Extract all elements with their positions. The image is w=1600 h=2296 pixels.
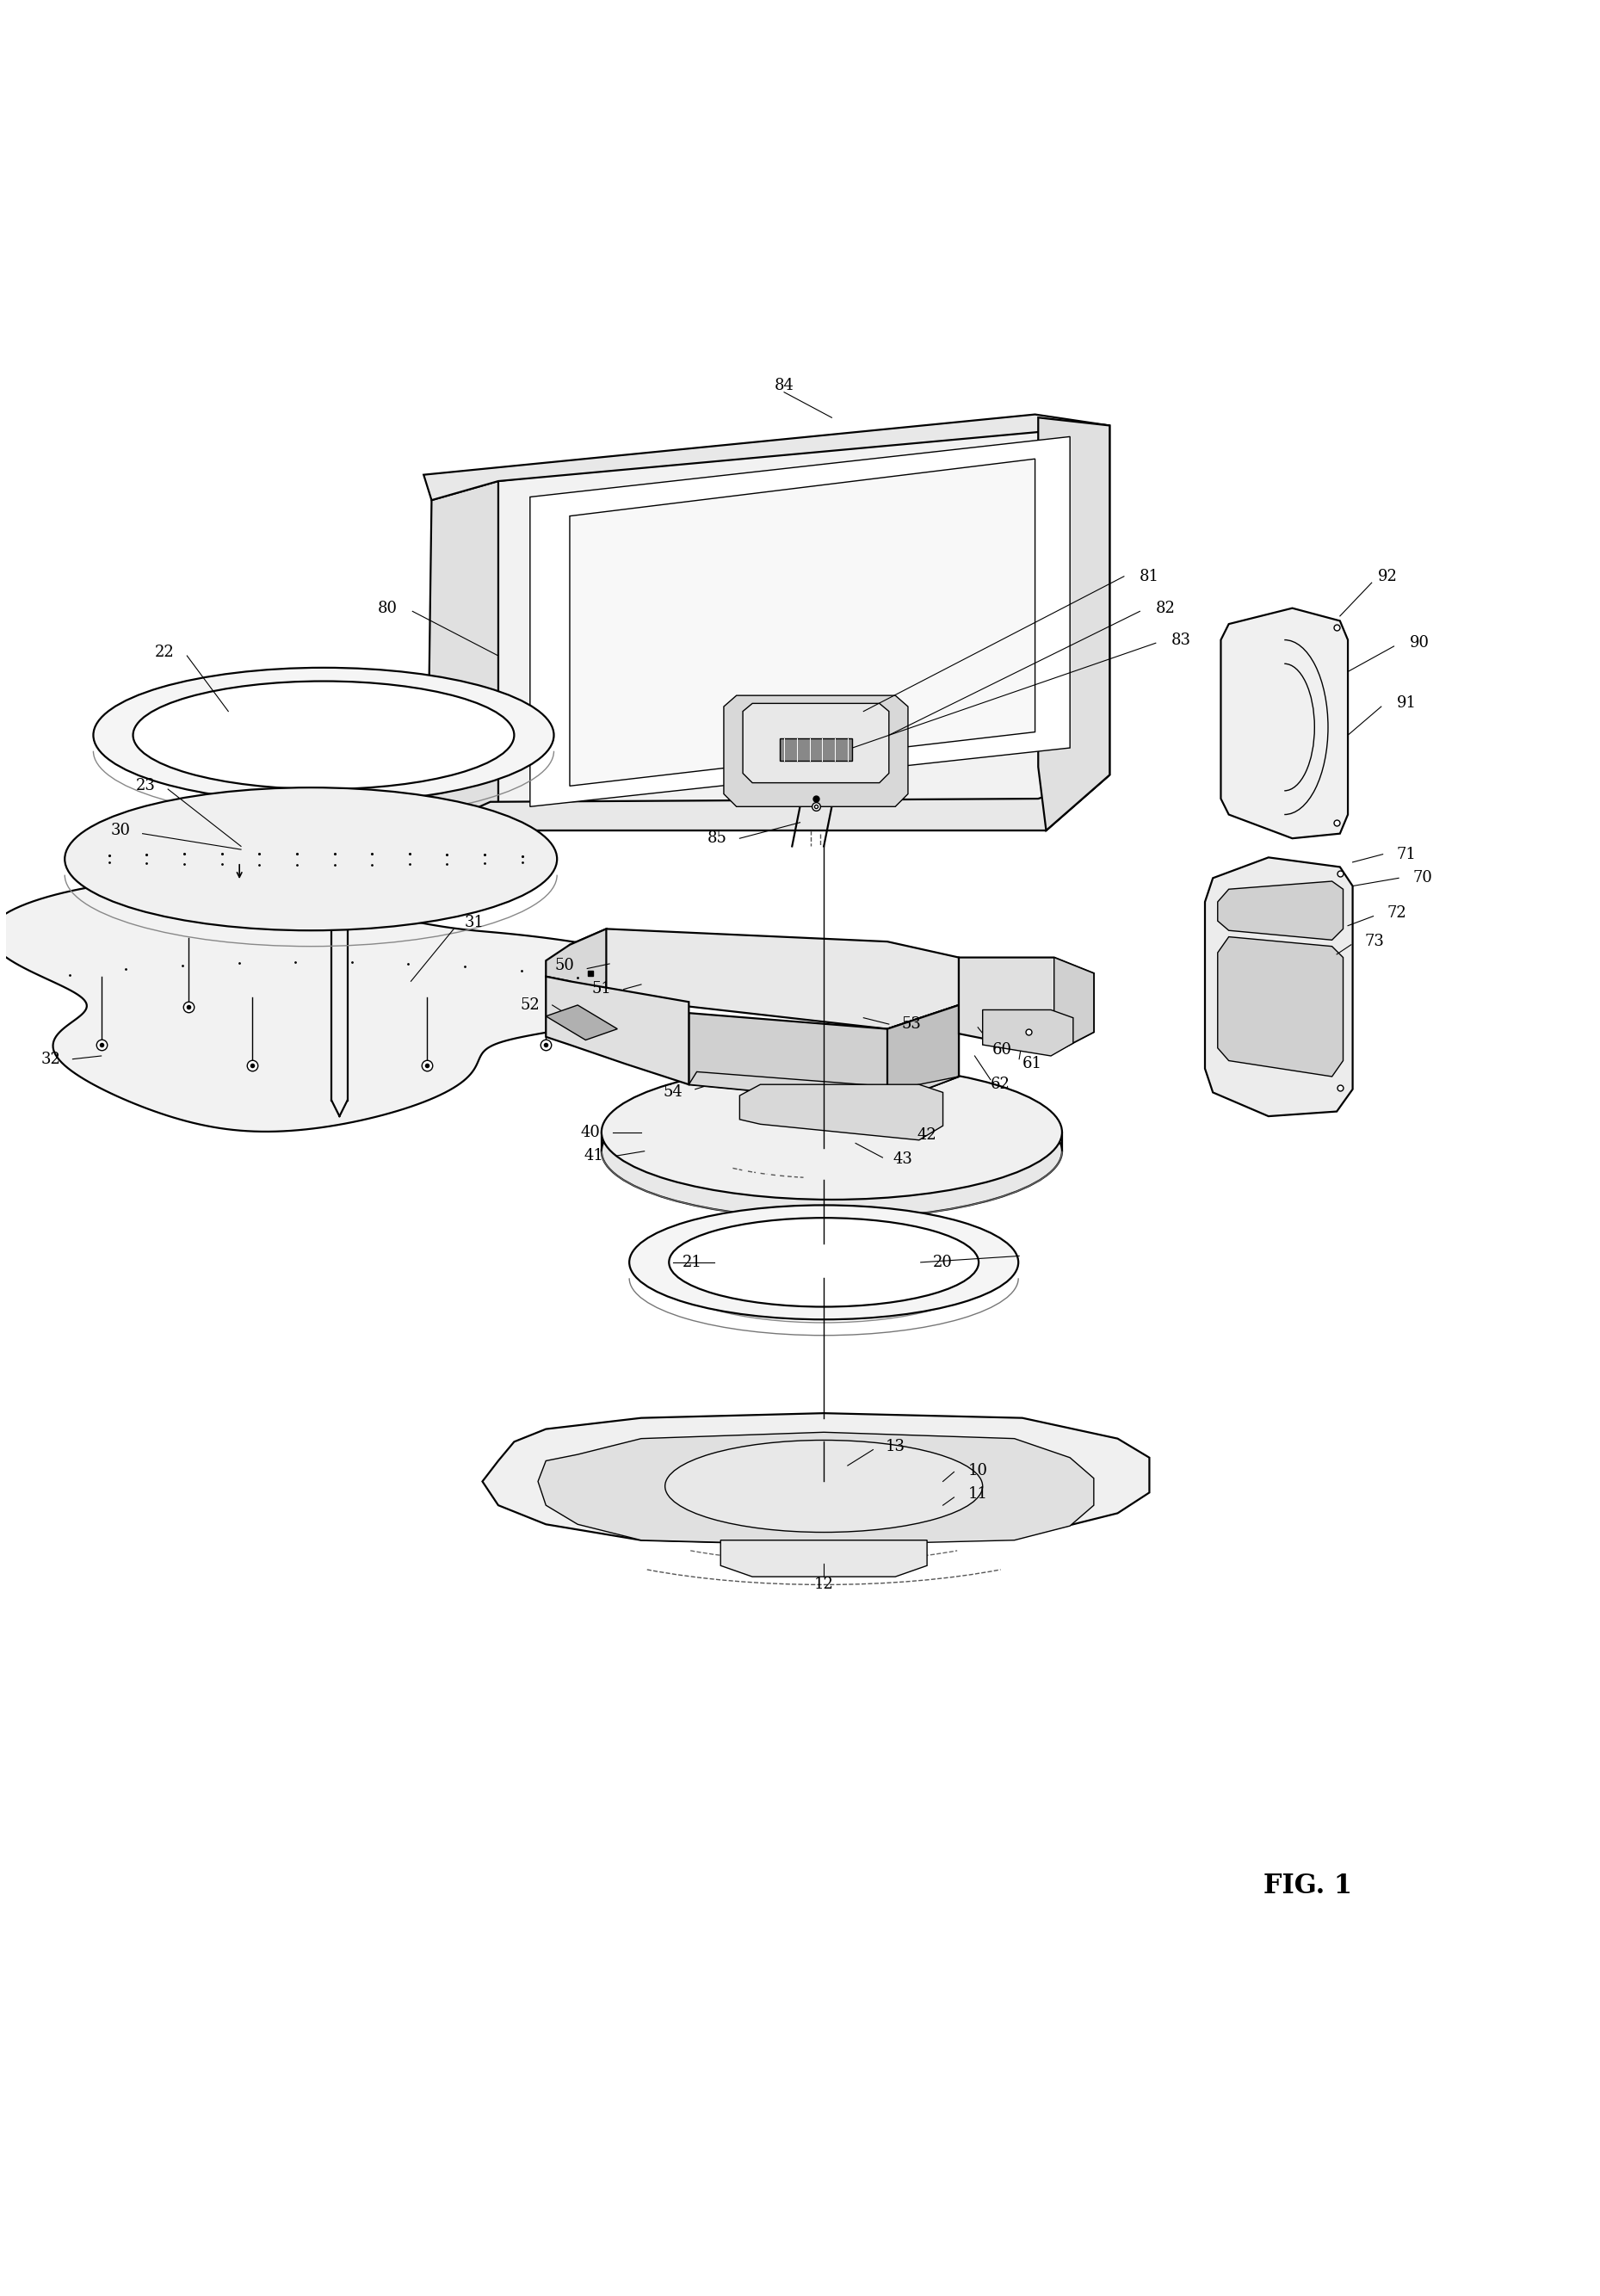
- Ellipse shape: [666, 1440, 982, 1531]
- Polygon shape: [779, 739, 853, 760]
- Polygon shape: [482, 1412, 1149, 1545]
- Text: 60: 60: [992, 1042, 1011, 1056]
- Text: 80: 80: [378, 599, 397, 615]
- Text: 51: 51: [592, 980, 611, 996]
- Text: 85: 85: [707, 831, 728, 847]
- Polygon shape: [1218, 882, 1342, 939]
- Text: 82: 82: [1155, 599, 1174, 615]
- Polygon shape: [546, 976, 690, 1084]
- Text: 50: 50: [555, 957, 574, 974]
- Text: FIG. 1: FIG. 1: [1264, 1874, 1352, 1899]
- Text: 32: 32: [40, 1052, 61, 1068]
- Polygon shape: [982, 1010, 1074, 1056]
- Ellipse shape: [602, 1065, 1062, 1199]
- Polygon shape: [570, 930, 958, 1029]
- Polygon shape: [958, 957, 1094, 1054]
- Text: 73: 73: [1365, 934, 1384, 948]
- Text: 52: 52: [520, 996, 539, 1013]
- Polygon shape: [739, 1084, 942, 1141]
- Polygon shape: [538, 1433, 1094, 1545]
- Polygon shape: [888, 1006, 958, 1104]
- Text: 62: 62: [990, 1077, 1010, 1093]
- Text: 92: 92: [1378, 569, 1397, 583]
- Polygon shape: [1054, 957, 1094, 1054]
- Text: 91: 91: [1397, 696, 1416, 712]
- Text: 84: 84: [774, 379, 794, 393]
- Polygon shape: [427, 774, 1110, 854]
- Polygon shape: [723, 696, 907, 806]
- Text: 23: 23: [136, 778, 155, 794]
- Text: 71: 71: [1397, 847, 1416, 861]
- Polygon shape: [1205, 856, 1352, 1116]
- Text: 72: 72: [1387, 905, 1406, 921]
- Text: 11: 11: [968, 1486, 987, 1502]
- Text: 42: 42: [917, 1127, 938, 1143]
- Polygon shape: [1218, 937, 1342, 1077]
- Text: 54: 54: [662, 1084, 683, 1100]
- Text: 41: 41: [584, 1148, 603, 1164]
- Ellipse shape: [669, 1217, 979, 1306]
- Text: 83: 83: [1171, 631, 1190, 647]
- Text: 61: 61: [1022, 1056, 1042, 1072]
- Ellipse shape: [64, 788, 557, 930]
- Text: 12: 12: [814, 1577, 834, 1593]
- Text: 22: 22: [155, 645, 174, 661]
- Polygon shape: [570, 459, 1035, 785]
- Text: 31: 31: [464, 914, 485, 930]
- Text: 10: 10: [968, 1463, 987, 1479]
- Polygon shape: [690, 1072, 958, 1104]
- Polygon shape: [530, 436, 1070, 806]
- Polygon shape: [424, 413, 1110, 501]
- Ellipse shape: [602, 1084, 1062, 1219]
- Polygon shape: [498, 418, 1110, 831]
- Text: 20: 20: [933, 1254, 952, 1270]
- Polygon shape: [1221, 608, 1347, 838]
- Text: 13: 13: [885, 1440, 906, 1453]
- Text: 70: 70: [1413, 870, 1432, 886]
- Ellipse shape: [629, 1205, 1018, 1320]
- Polygon shape: [546, 1006, 618, 1040]
- Polygon shape: [690, 1006, 958, 1104]
- Text: 40: 40: [581, 1125, 600, 1139]
- Text: 21: 21: [682, 1254, 702, 1270]
- Polygon shape: [742, 703, 890, 783]
- Polygon shape: [720, 1541, 926, 1577]
- Ellipse shape: [133, 682, 514, 790]
- Text: 81: 81: [1139, 569, 1160, 583]
- Text: 53: 53: [901, 1017, 922, 1031]
- Polygon shape: [546, 930, 606, 996]
- Polygon shape: [1038, 418, 1110, 831]
- Polygon shape: [0, 879, 728, 1132]
- Ellipse shape: [93, 668, 554, 804]
- Polygon shape: [427, 482, 498, 854]
- Text: 30: 30: [110, 822, 130, 838]
- Text: 43: 43: [893, 1150, 914, 1166]
- Text: 90: 90: [1410, 636, 1429, 650]
